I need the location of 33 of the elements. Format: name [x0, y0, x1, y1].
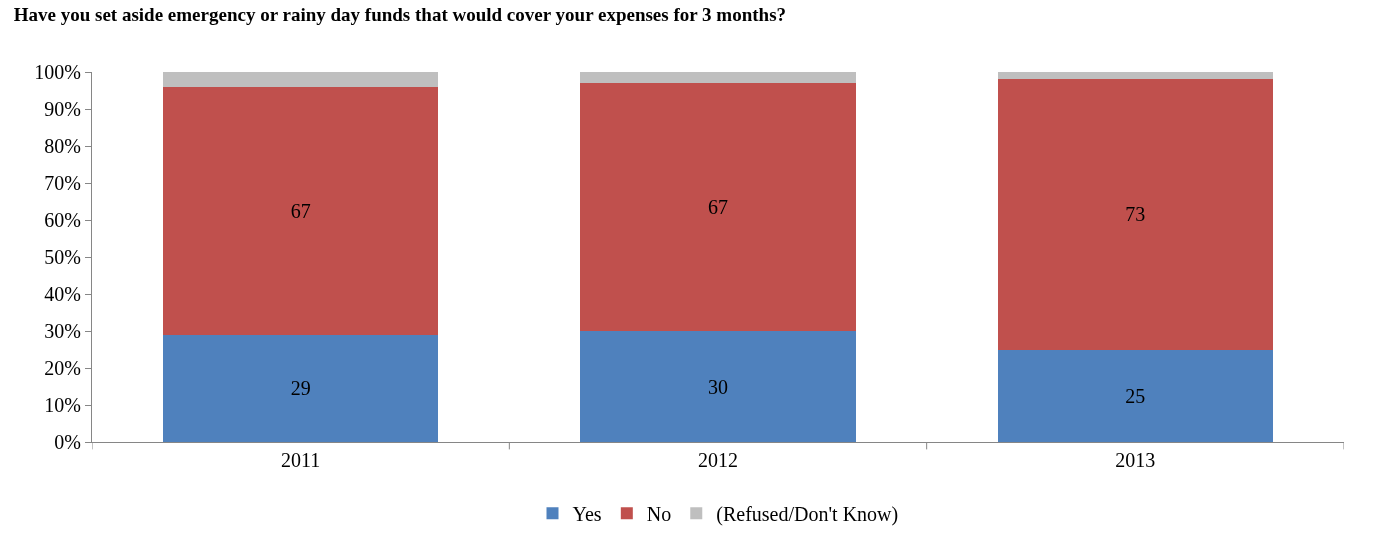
y-tick-label: 20% — [44, 357, 81, 379]
data-label: 25 — [1125, 384, 1146, 407]
y-tick-label: 60% — [44, 209, 81, 231]
data-label: 29 — [290, 377, 311, 400]
x-tick-label: 2013 — [1115, 449, 1156, 471]
y-tick-label: 90% — [44, 98, 81, 120]
legend-label: (Refused/Don't Know) — [716, 503, 899, 527]
y-tick-label: 0% — [54, 431, 81, 453]
x-tick-label: 2012 — [698, 449, 738, 471]
bar — [162, 72, 439, 87]
y-tick-label: 40% — [44, 283, 81, 305]
bar — [162, 86, 439, 335]
bar — [997, 349, 1274, 442]
y-tick-label: 100% — [34, 61, 81, 83]
y-tick-label: 80% — [44, 135, 81, 157]
data-label: 30 — [708, 375, 728, 398]
data-label: 67 — [708, 196, 728, 219]
bar — [997, 79, 1274, 350]
bar — [580, 331, 856, 442]
bar — [162, 334, 439, 442]
x-tick-label: 2011 — [281, 449, 321, 471]
data-label: 73 — [1125, 203, 1146, 226]
bar — [580, 83, 856, 331]
data-label: 67 — [290, 199, 311, 222]
y-tick-label: 30% — [44, 320, 81, 342]
y-tick-label: 70% — [44, 172, 81, 194]
y-tick-label: 10% — [44, 394, 81, 416]
legend-label: No — [646, 503, 672, 526]
chart-title: Have you set aside emergency or rainy day funds that would cover your expenses for 3 months? — [13, 4, 787, 26]
bar — [997, 72, 1274, 80]
bar — [580, 72, 856, 84]
y-tick-label: 50% — [44, 246, 81, 268]
legend-label: Yes — [572, 503, 602, 526]
